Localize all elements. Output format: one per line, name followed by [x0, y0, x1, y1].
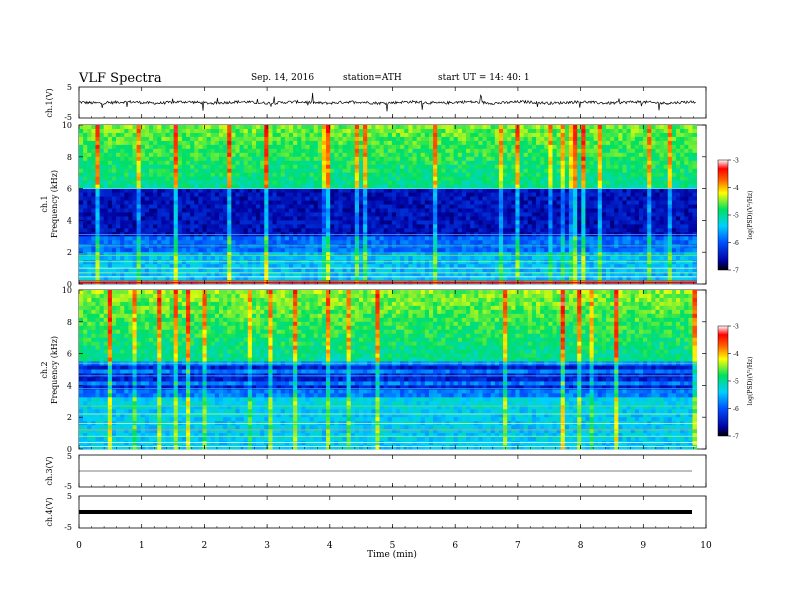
- station-label: station=ATH: [343, 73, 402, 83]
- cb2ticks-label: -4: [733, 351, 739, 358]
- ch2-spec-ylabel: Frequency (kHz): [50, 336, 59, 404]
- cb1ticks-label: -6: [733, 240, 739, 247]
- spec1ticks-ytick-label: 2: [67, 248, 72, 257]
- ch1-ylabel: ch.1(V): [45, 88, 54, 117]
- ch1-spec-ylabel: Frequency (kHz): [50, 170, 59, 238]
- ch1-spectrogram-image: [79, 125, 697, 285]
- cb1ticks-label: -3: [733, 158, 739, 165]
- cb1ticks-label: -4: [733, 185, 739, 192]
- ch1-ytick-top: 5: [67, 83, 72, 92]
- x-tick-label: 9: [640, 541, 646, 551]
- cb2ticks-label: -7: [733, 434, 739, 441]
- spec1ticks-ytick-label: 10: [62, 121, 72, 130]
- ch4-ytick-top: 5: [67, 492, 72, 501]
- ch2-colorbar-label: log(PSD)(V²/Hz): [747, 357, 754, 406]
- x-tick-label: 6: [452, 541, 458, 551]
- cb2ticks-label: -3: [733, 324, 739, 331]
- spec1ticks-ytick-label: 4: [67, 216, 72, 225]
- spec2ticks-ytick-label: 10: [62, 286, 72, 295]
- spec1ticks-ytick-label: 6: [67, 185, 72, 194]
- x-tick-label: 7: [515, 541, 521, 551]
- spec2ticks-ytick-label: 6: [67, 350, 72, 359]
- start-time-label: start UT = 14: 40: 1: [438, 73, 530, 83]
- date-label: Sep. 14, 2016: [251, 73, 315, 83]
- cb2ticks-label: -5: [733, 379, 739, 386]
- ch1-ytick-bottom: -5: [64, 113, 72, 122]
- spec2ticks-ytick-label: 4: [67, 381, 72, 390]
- x-tick-label: 8: [578, 541, 584, 551]
- spec2ticks-ytick-label: 8: [67, 318, 72, 327]
- ch3-ytick-bottom: -5: [64, 482, 72, 491]
- ch2-spec-label-top: ch.2: [40, 361, 49, 378]
- x-tick-label: 1: [139, 541, 145, 551]
- ch4-ylabel: ch.4(V): [45, 497, 54, 526]
- cb1ticks-label: -5: [733, 213, 739, 220]
- ch1-colorbar-label: log(PSD)(V²/Hz): [747, 191, 754, 240]
- ch3-ytick-top: 5: [67, 452, 72, 461]
- x-tick-label: 4: [327, 541, 333, 551]
- ch1-colorbar: [717, 159, 729, 271]
- x-tick-label: 3: [264, 541, 270, 551]
- ch4-ytick-bottom: -5: [64, 523, 72, 532]
- x-tick-label: 0: [76, 541, 82, 551]
- figure-title: VLF Spectra: [79, 71, 162, 86]
- ch1-spec-label-top: ch.1: [40, 195, 49, 212]
- x-axis-label: Time (min): [367, 549, 417, 560]
- x-tick-label: 2: [202, 541, 208, 551]
- ch1-waveform-line: [78, 92, 696, 112]
- spec1ticks-ytick-label: 0: [67, 280, 72, 289]
- ch2-colorbar: [717, 325, 729, 437]
- ch2-spectrogram-image: [79, 290, 697, 450]
- spec2ticks-ytick-label: 2: [67, 413, 72, 422]
- spec2ticks-ytick-label: 0: [67, 445, 72, 454]
- x-tick-label: 10: [700, 541, 712, 551]
- cb1ticks-label: -7: [733, 268, 739, 275]
- ch3-ylabel: ch.3(V): [45, 456, 54, 485]
- spec1ticks-ytick-label: 8: [67, 153, 72, 162]
- x-tick-label: 5: [390, 541, 396, 551]
- cb2ticks-label: -6: [733, 406, 739, 413]
